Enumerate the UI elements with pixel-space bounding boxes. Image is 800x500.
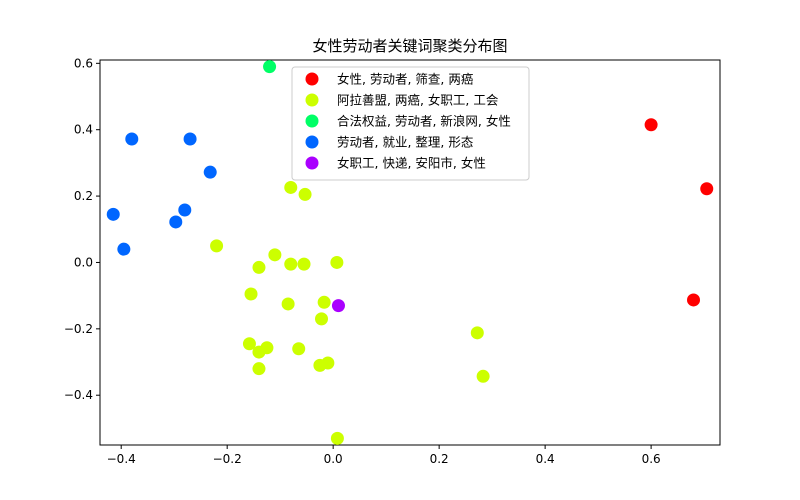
y-tick-label: 0.4 [74, 123, 93, 137]
x-tick-label: 0.2 [430, 452, 449, 466]
legend-label: 阿拉善盟, 两癌, 女职工, 工会 [337, 93, 499, 108]
data-point-series-1 [284, 180, 298, 194]
data-point-series-1 [244, 287, 258, 301]
legend-marker [305, 114, 319, 128]
y-tick-label: 0.0 [74, 255, 93, 269]
legend-label: 合法权益, 劳动者, 新浪网, 女性 [337, 114, 511, 129]
data-point-series-1 [298, 187, 312, 201]
data-point-series-3 [203, 165, 217, 179]
x-axis: −0.4 −0.2 0.0 0.2 0.4 0.6 [107, 445, 661, 466]
data-point-series-1 [330, 431, 344, 445]
y-axis: −0.4 −0.2 0.0 0.2 0.4 0.6 [64, 56, 100, 402]
plot-area [99, 59, 721, 446]
x-tick-label: 0.6 [642, 452, 661, 466]
data-point-series-0 [644, 118, 658, 132]
data-point-series-0 [700, 182, 714, 196]
legend-marker [305, 93, 319, 107]
y-tick-label: 0.6 [74, 56, 93, 70]
data-point-series-1 [317, 295, 331, 309]
y-tick-label: −0.4 [64, 388, 93, 402]
legend-label: 劳动者, 就业, 整理, 形态 [337, 135, 473, 150]
data-point-series-3 [117, 242, 131, 256]
data-point-series-1 [252, 362, 266, 376]
data-point-series-3 [183, 132, 197, 146]
legend-marker [305, 156, 319, 170]
data-point-series-1 [252, 260, 266, 274]
data-point-series-3 [178, 203, 192, 217]
data-point-series-2 [263, 60, 277, 74]
data-point-series-1 [297, 257, 311, 271]
legend-marker [305, 135, 319, 149]
data-point-series-1 [268, 248, 282, 262]
chart-title: 女性劳动者关键词聚类分布图 [312, 37, 507, 55]
data-point-series-1 [315, 312, 329, 326]
x-tick-label: −0.4 [107, 452, 136, 466]
legend-marker [305, 72, 319, 86]
data-point-series-1 [284, 257, 298, 271]
data-point-series-1 [242, 337, 256, 351]
x-tick-label: 0.0 [324, 452, 343, 466]
data-point-series-0 [687, 293, 701, 307]
data-point-series-1 [260, 341, 274, 355]
data-point-series-1 [292, 342, 306, 356]
legend-label: 女职工, 快递, 安阳市, 女性 [337, 156, 486, 171]
data-point-series-1 [330, 255, 344, 269]
data-point-series-1 [470, 326, 484, 340]
x-tick-label: −0.2 [213, 452, 242, 466]
data-point-series-1 [321, 356, 335, 370]
y-tick-label: −0.2 [64, 322, 93, 336]
data-point-series-1 [476, 369, 490, 383]
legend-frame [291, 66, 530, 181]
data-point-series-3 [125, 132, 139, 146]
legend-label: 女性, 劳动者, 筛查, 两癌 [337, 72, 473, 87]
x-tick-label: 0.4 [536, 452, 555, 466]
y-tick-label: 0.2 [74, 189, 93, 203]
data-point-series-1 [210, 239, 224, 253]
data-point-series-3 [169, 215, 183, 229]
plot-frame [99, 59, 721, 446]
data-point-series-4 [331, 299, 345, 313]
data-points [106, 60, 714, 445]
data-point-series-3 [106, 207, 120, 221]
data-point-series-1 [281, 297, 295, 311]
